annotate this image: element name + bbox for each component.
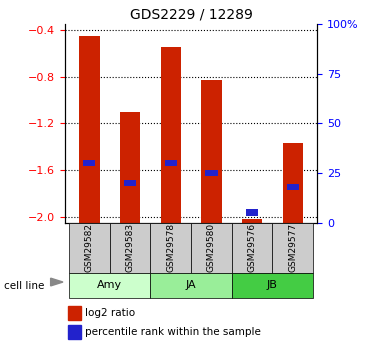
Bar xyxy=(205,170,217,176)
Text: cell line: cell line xyxy=(4,281,44,290)
Bar xyxy=(68,306,81,319)
Bar xyxy=(68,325,81,338)
Bar xyxy=(283,143,303,223)
Text: GSM29583: GSM29583 xyxy=(125,223,135,272)
Bar xyxy=(191,223,232,273)
Bar xyxy=(232,223,272,273)
Text: log2 ratio: log2 ratio xyxy=(85,308,135,318)
Text: GSM29580: GSM29580 xyxy=(207,223,216,272)
Polygon shape xyxy=(50,278,63,286)
Bar xyxy=(165,160,177,166)
Text: GSM29576: GSM29576 xyxy=(247,223,257,272)
Bar xyxy=(201,80,221,223)
Text: GSM29577: GSM29577 xyxy=(288,223,297,272)
Bar xyxy=(232,273,313,298)
Text: GSM29578: GSM29578 xyxy=(166,223,175,272)
Text: GSM29582: GSM29582 xyxy=(85,223,94,272)
Bar xyxy=(150,273,232,298)
Bar xyxy=(124,180,136,186)
Bar xyxy=(69,273,150,298)
Bar xyxy=(272,223,313,273)
Title: GDS2229 / 12289: GDS2229 / 12289 xyxy=(129,8,253,22)
Text: JB: JB xyxy=(267,280,278,290)
Bar xyxy=(110,223,150,273)
Bar xyxy=(161,48,181,223)
Text: percentile rank within the sample: percentile rank within the sample xyxy=(85,327,261,337)
Bar xyxy=(120,112,140,223)
Bar xyxy=(150,223,191,273)
Bar xyxy=(69,223,110,273)
Text: JA: JA xyxy=(186,280,196,290)
Bar xyxy=(79,36,99,223)
Text: Amy: Amy xyxy=(97,280,122,290)
Bar xyxy=(242,219,262,223)
Bar xyxy=(287,184,299,190)
Bar xyxy=(246,209,258,216)
Bar xyxy=(83,160,95,166)
